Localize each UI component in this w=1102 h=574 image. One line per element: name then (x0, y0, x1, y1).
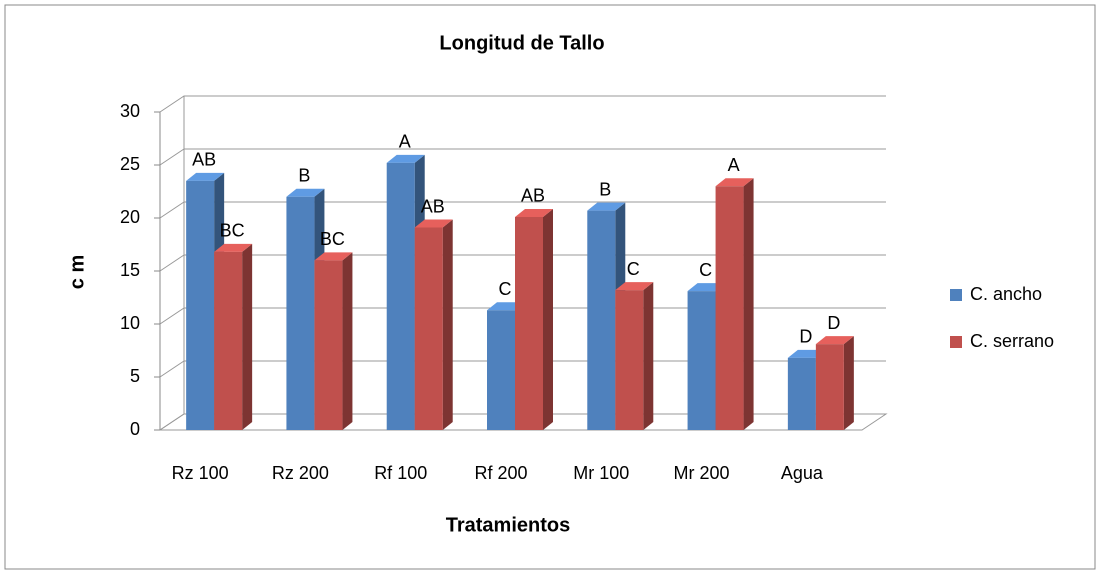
x-axis-label: Tratamientos (446, 514, 570, 536)
legend-label: C. ancho (970, 284, 1042, 304)
bar (815, 336, 854, 430)
y-tick-label: 25 (120, 154, 140, 174)
bar-face (186, 172, 225, 181)
y-tick-label: 10 (120, 313, 140, 333)
bar-face (286, 196, 315, 430)
bar-face (715, 186, 744, 430)
bar-letter: AB (192, 150, 216, 170)
bar-letter: AB (421, 196, 445, 216)
y-tick-label: 0 (130, 419, 140, 439)
bar-face (615, 282, 654, 291)
bar-face (386, 162, 415, 430)
bar-letter: D (799, 327, 812, 347)
bar-face (643, 282, 654, 430)
y-tick-label: 30 (120, 101, 140, 121)
grid-line (159, 95, 886, 113)
bar-face (815, 336, 854, 345)
grid-line (159, 201, 886, 219)
grid-line (159, 254, 886, 272)
bar-letter: B (298, 166, 310, 186)
bar-face (314, 252, 353, 261)
bar-face (715, 178, 754, 187)
bar-face (186, 180, 215, 430)
legend-swatch (950, 289, 962, 301)
bar-letter: AB (521, 186, 545, 206)
x-tick-label: Rz 200 (272, 463, 329, 483)
bar-face (843, 336, 854, 430)
bar-letter: C (499, 279, 512, 299)
bar-letter: C (699, 260, 712, 280)
bar-letter: B (599, 179, 611, 199)
bar (214, 243, 253, 430)
bar-face (787, 357, 816, 430)
bar-face (214, 251, 243, 430)
bar (615, 282, 654, 430)
bar-face (342, 252, 353, 430)
bar-face (543, 208, 553, 430)
bar-face (587, 210, 616, 430)
x-tick-label: Rf 100 (374, 463, 427, 483)
bar-face (286, 188, 325, 197)
bar (515, 208, 553, 430)
y-tick-label: 15 (120, 260, 140, 280)
bar-letter: A (728, 155, 740, 175)
bar-face (414, 219, 453, 228)
y-tick-label: 5 (130, 366, 140, 386)
legend-label: C. serrano (970, 331, 1054, 351)
bar-face (242, 243, 253, 430)
bar-face (587, 202, 626, 211)
bar-face (515, 208, 553, 217)
bar-face (743, 178, 754, 430)
y-tick-label: 20 (120, 207, 140, 227)
bar-letter: D (827, 313, 840, 333)
bar (314, 252, 353, 430)
x-tick-label: Mr 200 (674, 463, 730, 483)
x-tick-label: Rf 200 (474, 463, 527, 483)
x-tick-label: Agua (781, 463, 824, 483)
bar-face (214, 243, 253, 252)
legend-swatch (950, 336, 962, 348)
bar-face (487, 310, 515, 430)
bar (414, 219, 453, 430)
bar-face (687, 291, 716, 430)
grid-line (159, 148, 886, 166)
x-tick-label: Mr 100 (573, 463, 629, 483)
bar-face (414, 227, 443, 430)
bar-face (515, 216, 543, 430)
y-axis-label: c m (66, 255, 88, 289)
bar-letter: BC (320, 229, 345, 249)
bar-letter: C (627, 259, 640, 279)
bar-face (386, 154, 425, 163)
bar-letter: BC (220, 221, 245, 241)
bar-face (442, 219, 453, 430)
bar-letter: A (399, 132, 411, 152)
chart-title: Longitud de Tallo (439, 32, 604, 54)
x-tick-label: Rz 100 (172, 463, 229, 483)
bar-face (314, 260, 343, 430)
bar (715, 178, 754, 430)
bar-face (615, 290, 644, 430)
bar-face (815, 344, 844, 430)
